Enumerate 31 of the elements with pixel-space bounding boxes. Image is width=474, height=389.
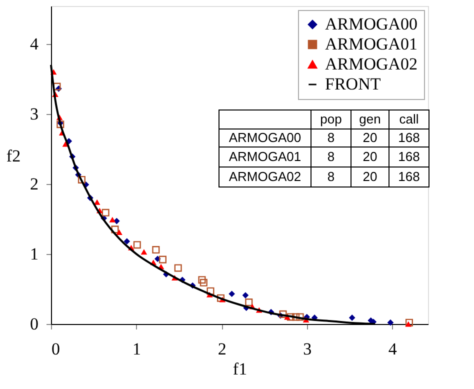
annotation: pop <box>320 112 342 126</box>
y-tick-label: 1 <box>30 244 38 264</box>
annotation: 168 <box>398 130 420 145</box>
x-axis-title: f1 <box>232 360 248 378</box>
annotation: 168 <box>398 169 420 184</box>
x-tick-label: 4 <box>388 340 398 358</box>
annotation: 8 <box>327 130 335 145</box>
y-axis-title: f2 <box>6 146 21 166</box>
annotation: 8 <box>327 149 335 164</box>
y-tick-label: 2 <box>30 174 38 194</box>
legend-label: ARMOGA02 <box>325 54 418 74</box>
y-tick-label: 3 <box>30 104 38 124</box>
annotation: 20 <box>362 149 378 164</box>
annotation: call <box>399 112 419 126</box>
x-tick-label: 1 <box>132 340 142 358</box>
annotation: ARMOGA01 <box>228 149 302 164</box>
annotation: 168 <box>398 149 420 164</box>
annotation: 20 <box>362 169 378 184</box>
legend-label: ARMOGA00 <box>325 14 418 34</box>
annotation: gen <box>359 112 381 126</box>
x-tick-label: 2 <box>218 340 226 358</box>
x-tick-label: 0 <box>52 340 60 358</box>
annotation: ARMOGA00 <box>228 130 302 145</box>
annotation: 20 <box>362 130 378 145</box>
legend-label: FRONT <box>325 74 382 94</box>
x-tick-label: 3 <box>303 340 312 358</box>
legend-label: ARMOGA01 <box>325 34 418 54</box>
y-tick-label: 0 <box>30 314 38 334</box>
y-tick-label: 4 <box>30 34 39 54</box>
annotation: ARMOGA02 <box>228 169 302 184</box>
annotation: 8 <box>327 169 335 184</box>
